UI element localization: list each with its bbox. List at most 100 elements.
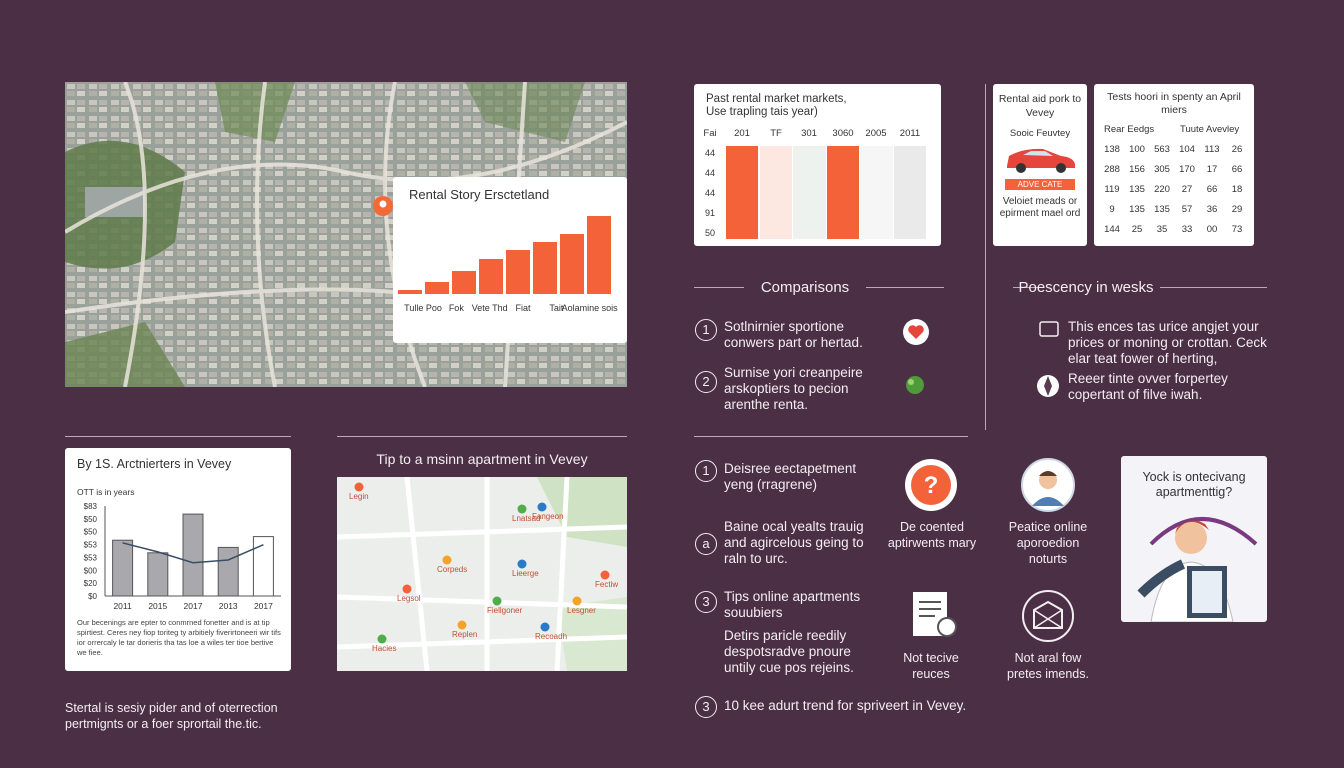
table-cell: 25: [1131, 224, 1143, 235]
y-tick-label: $53: [84, 553, 98, 562]
bar-label: Aolamine sois: [562, 303, 619, 313]
card-subtitle: OTT is in years: [77, 487, 135, 497]
icon-label: Peatice online aporoedion noturts: [1008, 520, 1088, 566]
table-cell: 57: [1181, 204, 1193, 215]
column-header: TF: [770, 128, 782, 139]
decoration: [65, 322, 185, 387]
map-label: Fiellgoner: [487, 606, 522, 615]
decoration: [1039, 471, 1057, 476]
column-header: 301: [801, 128, 817, 139]
table-cell: 29: [1231, 204, 1243, 215]
rule: [65, 436, 291, 437]
x-tick-label: 2017: [254, 601, 273, 611]
row-label: 44: [705, 168, 715, 178]
table-cell: 66: [1206, 184, 1218, 195]
table: Rear Eedgs Tuute Avevley 138 100 563 104 113 26…: [1094, 124, 1254, 244]
decoration: [337, 594, 627, 610]
decoration: [894, 146, 926, 239]
decoration: [908, 325, 924, 339]
decoration: [123, 82, 147, 387]
decoration: [1033, 609, 1063, 629]
item-text: Detirs paricle reedily despotsradve pnou…: [724, 628, 854, 675]
y-tick-label: $0: [88, 592, 97, 601]
question-card: Yock is ontecivang apartmenttig?: [1121, 456, 1267, 622]
market-grid: Fai 201 TF 301 3060 2005 2011 44 44 44 91 50: [703, 128, 926, 239]
car-card: Rental aid pork to Vevey Sooic Feuvtey A…: [993, 84, 1087, 246]
map-pin: [377, 634, 387, 644]
map-label: Lieerge: [512, 569, 539, 578]
bar-label: Tulle Poo: [404, 303, 442, 313]
box-icon: [1022, 590, 1074, 642]
question-icon: ?: [905, 459, 957, 511]
decoration: [1016, 163, 1026, 173]
decoration: [1192, 571, 1222, 613]
bar: [217, 546, 239, 597]
row-label: 50: [705, 228, 715, 238]
row-label: 44: [705, 148, 715, 158]
table-cell: 35: [1156, 224, 1168, 235]
divider: [985, 84, 986, 430]
table-cell: 135: [1154, 204, 1170, 215]
badge: ADVE CATE: [1005, 179, 1075, 190]
table-cell: 113: [1204, 144, 1220, 155]
decoration: [1007, 148, 1075, 168]
item-text: Surnise yori creanpeire arskoptiers to p…: [724, 365, 863, 412]
item-text: Baine ocal yealts trauig and agircelous …: [724, 519, 864, 566]
table-cell: 00: [1206, 224, 1218, 235]
map-label: Recoadh: [535, 632, 567, 641]
decoration: [1056, 163, 1066, 173]
bar-label: Fok: [449, 303, 465, 313]
decoration: [1033, 600, 1063, 629]
section-heading: Poescency in wesks: [1018, 279, 1154, 296]
decoration: [726, 146, 758, 239]
decoration: [215, 82, 295, 142]
rule: [337, 436, 627, 437]
map-pin: [572, 596, 582, 606]
bar: [147, 552, 169, 597]
map-label: Fangeon: [532, 512, 564, 521]
column-header: 2011: [900, 128, 920, 139]
item-number: 3: [695, 591, 717, 613]
table-header: Tuute Avevley: [1180, 124, 1240, 135]
row-label: 91: [705, 208, 715, 218]
table-cell: 135: [1129, 184, 1145, 195]
map-pin: [492, 596, 502, 606]
bar: [112, 539, 134, 597]
card-title: Rental Story Ersctetland: [409, 187, 550, 202]
bar-label: Tait: [549, 303, 564, 313]
y-tick-label: $50: [84, 528, 98, 537]
item-number: 3: [695, 696, 717, 718]
map-label: Lnatsad: [512, 514, 540, 523]
map-label: Legin: [349, 492, 369, 501]
map-pin: [517, 559, 527, 569]
rule: [1013, 287, 1039, 288]
table-card: Tests hoori in spenty an April miers Rea…: [1094, 84, 1254, 246]
decoration: [908, 379, 914, 385]
decoration: [1032, 497, 1064, 506]
card-title: Past rental market markets,: [706, 93, 847, 105]
table-cell: 144: [1104, 224, 1120, 235]
x-tick-label: 2013: [219, 601, 238, 611]
bar: [252, 536, 274, 597]
map-pin: [442, 555, 452, 565]
decoration: [1023, 151, 1053, 156]
table-header: Rear Eedgs: [1104, 124, 1155, 135]
decoration: [1022, 590, 1074, 642]
table-cell: 18: [1231, 184, 1243, 195]
map-label: Legsol: [397, 594, 421, 603]
bar: [452, 271, 476, 294]
item-number: 1: [695, 460, 717, 482]
presency-icons: [1037, 321, 1059, 397]
market-card: Past rental market markets, Use trapling…: [694, 84, 941, 246]
bar: [182, 513, 204, 597]
decoration: [383, 82, 427, 387]
street-map: Legin Lnatsad Corpeds Lieerge Legsol Fiellgon…: [337, 477, 627, 671]
table-cell: 220: [1154, 184, 1170, 195]
table-cell: 17: [1206, 164, 1218, 175]
table-cell: 9: [1109, 204, 1115, 215]
table-cell: 26: [1231, 144, 1243, 155]
footer-text: Stertal is sesiy pider and of oterrectio…: [65, 701, 278, 731]
decoration: [337, 524, 627, 540]
y-tick-label: $20: [84, 579, 98, 588]
